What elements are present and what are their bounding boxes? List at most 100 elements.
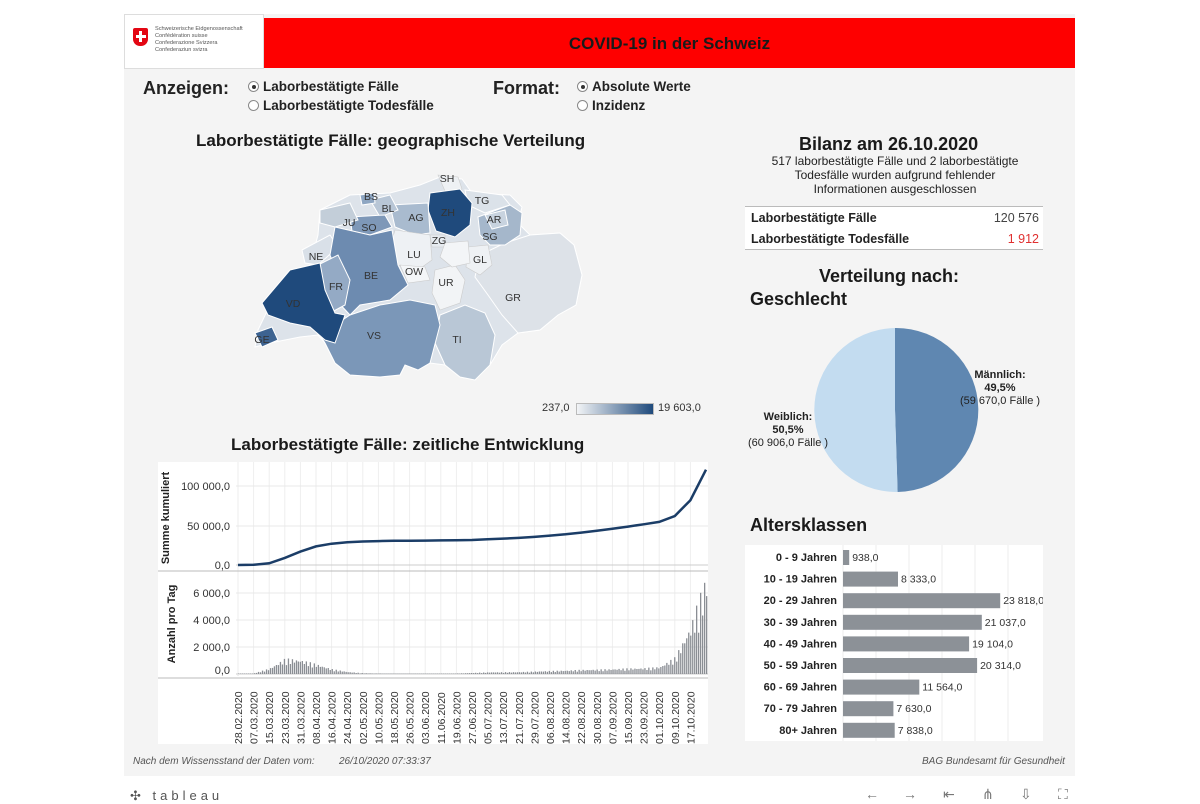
daily-bar <box>309 662 311 674</box>
canton-label-gr: GR <box>505 292 521 304</box>
daily-bar <box>429 673 431 674</box>
pie-slice-weiblich[interactable] <box>814 328 898 493</box>
daily-bar <box>359 673 361 674</box>
age-bar[interactable] <box>843 636 970 652</box>
bilanz-row-todesfaelle: Laborbestätigte Todesfälle 1 912 <box>751 228 1039 249</box>
radio-absolute-werte[interactable]: Absolute Werte <box>577 79 691 94</box>
timeline-charts[interactable]: 100 000,0 50 000,0 0,0 Summe kumuliert 6… <box>158 462 708 744</box>
radio-laborbestaetigte-faelle[interactable]: Laborbestätigte Fälle <box>248 79 399 94</box>
share-icon[interactable]: ⋔ <box>982 786 994 802</box>
daily-bar <box>255 672 258 674</box>
date-label: 31.03.2020 <box>295 691 307 744</box>
daily-bar <box>648 667 650 674</box>
pie-label-w: Weiblich: <box>764 411 813 423</box>
anzeigen-label: Anzeigen: <box>143 78 230 98</box>
pie-slice-maennlich[interactable] <box>895 327 979 492</box>
daily-tick: 2 000,0 <box>193 642 230 654</box>
daily-bar <box>367 673 369 674</box>
daily-bar <box>652 667 654 674</box>
gender-title-line2: Geschlecht <box>750 289 848 309</box>
footer-date: 26/10/2020 07:33:37 <box>339 756 431 767</box>
daily-bar <box>365 673 367 674</box>
daily-bar <box>536 671 538 674</box>
gender-pie[interactable]: Männlich: 49,5% (59 670,0 Fälle ) Weibli… <box>740 318 1060 508</box>
age-bar[interactable] <box>843 550 850 565</box>
bilanz-note-line: Todesfälle wurden aufgrund fehlender <box>794 168 996 182</box>
daily-bar <box>451 673 453 674</box>
revert-icon[interactable]: ⇤ <box>943 786 955 802</box>
tableau-logo[interactable]: ✣ tableau <box>130 788 223 804</box>
bilanz-note: 517 laborbestätigte Fälle und 2 laborbes… <box>746 154 1044 196</box>
age-bar[interactable] <box>843 593 1001 609</box>
daily-bar <box>644 668 646 674</box>
daily-bar <box>407 673 409 674</box>
daily-bar <box>423 673 425 674</box>
canton-label-ur: UR <box>438 277 454 289</box>
daily-bar <box>397 673 399 674</box>
bilanz-label: Laborbestätigte Todesfälle <box>751 231 910 246</box>
daily-bar <box>582 669 584 674</box>
bilanz-table: Laborbestätigte Fälle 120 576 Laborbestä… <box>745 206 1043 250</box>
daily-bar <box>259 672 262 674</box>
logo-line-1: Schweizerische Eidgenossenschaft <box>155 26 243 32</box>
daily-bar <box>520 672 523 674</box>
daily-bar <box>437 673 439 674</box>
daily-bar <box>656 667 658 674</box>
daily-bar <box>329 670 331 674</box>
daily-bar <box>275 665 278 674</box>
daily-bar <box>311 667 313 674</box>
date-label: 22.08.2020 <box>576 691 588 744</box>
daily-bar <box>646 670 648 674</box>
daily-bar <box>325 668 327 674</box>
daily-bar <box>558 671 560 674</box>
age-bar[interactable] <box>843 571 898 587</box>
radio-inzidenz[interactable]: Inzidenz <box>577 98 645 113</box>
age-bar-chart[interactable]: 0 - 9 Jahren 938,0 10 - 19 Jahren 8 333,0 20… <box>745 545 1043 741</box>
daily-bar <box>393 673 395 674</box>
daily-bar <box>383 673 385 674</box>
daily-bar <box>395 673 397 674</box>
age-bar[interactable] <box>843 701 894 717</box>
date-label: 27.06.2020 <box>467 691 479 744</box>
age-bar[interactable] <box>843 658 978 673</box>
daily-bar <box>700 592 702 674</box>
age-bar[interactable] <box>843 614 982 630</box>
daily-bar <box>642 669 644 674</box>
daily-bar <box>335 669 337 674</box>
logo-line-4: Confederaziun svizra <box>155 47 208 53</box>
age-bar[interactable] <box>843 679 920 695</box>
radio-laborbestaetigte-todesfaelle[interactable]: Laborbestätigte Todesfälle <box>248 98 434 113</box>
daily-bar <box>512 672 515 674</box>
daily-bar <box>518 672 521 674</box>
footer-right: BAG Bundesamt für Gesundheit <box>922 756 1065 767</box>
canton-label-ag: AG <box>408 212 423 224</box>
daily-bar <box>343 671 345 674</box>
daily-bar <box>375 673 377 674</box>
daily-bar <box>373 673 375 674</box>
daily-bar <box>516 672 519 674</box>
undo-icon[interactable]: ← <box>865 786 879 802</box>
daily-bar <box>242 673 244 674</box>
redo-icon[interactable]: → <box>903 786 917 802</box>
canton-map[interactable]: SH BS BL AG ZH TG JU SO AR SG ZG NE LU O… <box>240 165 600 390</box>
daily-bar <box>405 673 407 674</box>
age-title: Altersklassen <box>750 515 868 535</box>
download-icon[interactable]: ⇩ <box>1020 786 1032 802</box>
bilanz-label: Laborbestätigte Fälle <box>751 210 877 225</box>
federal-logo: Schweizerische Eidgenossenschaft Confédé… <box>124 14 264 69</box>
daily-bar <box>441 673 443 674</box>
timeline-gridlines <box>237 462 691 674</box>
fullscreen-icon[interactable]: ⛶ <box>1058 786 1068 802</box>
canton-label-so: SO <box>361 222 376 234</box>
age-class-label: 80+ Jahren <box>779 725 837 737</box>
daily-bar <box>622 668 624 674</box>
daily-bar <box>554 672 556 674</box>
daily-bar <box>425 673 427 674</box>
daily-bar <box>345 671 347 674</box>
date-label: 23.09.2020 <box>639 691 651 744</box>
daily-bar <box>564 670 566 674</box>
daily-bar <box>305 661 307 674</box>
logo-line-3: Confederazione Svizzera <box>155 40 218 46</box>
daily-bar <box>534 671 536 674</box>
age-bar[interactable] <box>843 722 895 738</box>
